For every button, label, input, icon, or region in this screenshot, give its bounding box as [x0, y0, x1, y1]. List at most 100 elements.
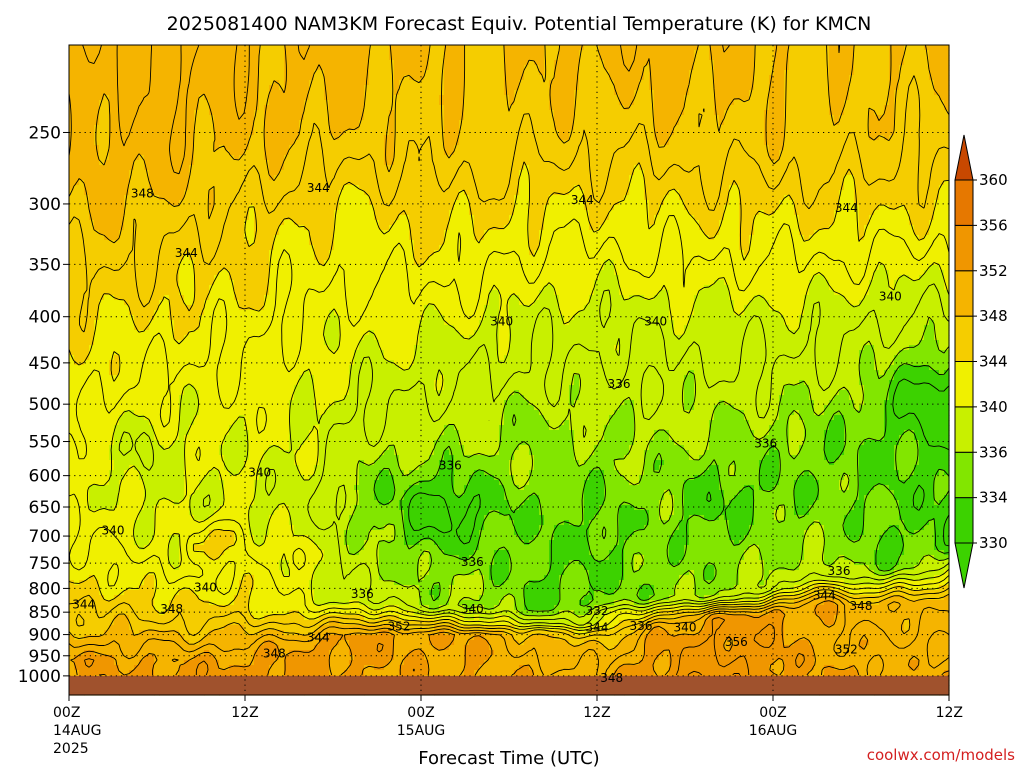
field-cell	[119, 500, 145, 506]
field-cell	[199, 395, 295, 401]
field-cell	[339, 330, 370, 336]
field-cell	[714, 110, 725, 116]
field-cell	[259, 105, 265, 111]
field-cell	[269, 525, 295, 531]
field-cell	[749, 240, 950, 246]
field-cell	[124, 195, 160, 201]
field-cell	[514, 600, 525, 606]
field-cell	[739, 215, 755, 221]
field-cell	[794, 490, 820, 496]
field-cell	[444, 235, 475, 241]
field-cell	[614, 625, 640, 631]
contour-line-350	[68, 44, 950, 676]
field-cell	[459, 125, 555, 131]
field-cell	[709, 430, 755, 436]
field-cell	[239, 300, 265, 306]
field-cell	[439, 595, 450, 601]
field-cell	[859, 460, 895, 466]
field-cell	[399, 465, 420, 471]
field-cell	[914, 565, 950, 571]
field-cell	[454, 200, 470, 206]
y-tick-label: 300	[29, 195, 61, 215]
contour-label: 348	[131, 186, 154, 200]
field-cell	[349, 385, 435, 391]
field-cell	[144, 655, 155, 661]
field-cell	[654, 465, 660, 471]
field-cell	[824, 540, 880, 546]
field-cell	[184, 335, 325, 341]
field-cell	[664, 490, 670, 496]
field-cell	[529, 480, 585, 486]
field-cell	[569, 400, 575, 406]
field-cell	[489, 655, 645, 661]
field-cell	[654, 115, 680, 121]
field-cell	[249, 525, 270, 531]
field-cell	[414, 345, 500, 351]
field-cell	[824, 445, 845, 451]
field-cell	[294, 220, 335, 226]
field-cell	[279, 645, 315, 651]
field-cell	[69, 475, 110, 481]
field-cell	[599, 440, 635, 446]
field-cell	[99, 100, 110, 106]
field-cell	[519, 85, 550, 91]
field-cell	[69, 370, 110, 376]
field-cell	[394, 650, 410, 656]
field-cell	[824, 665, 835, 671]
field-cell	[554, 110, 575, 116]
field-cell	[444, 85, 465, 91]
field-cell	[719, 220, 740, 226]
field-cell	[69, 645, 260, 651]
field-cell	[349, 365, 400, 371]
field-cell	[384, 350, 415, 356]
field-cell	[499, 425, 550, 431]
field-cell	[124, 215, 250, 221]
field-cell	[159, 195, 185, 201]
field-cell	[729, 530, 750, 536]
field-cell	[779, 200, 795, 206]
field-cell	[224, 455, 250, 461]
field-cell	[554, 115, 575, 121]
field-cell	[514, 450, 530, 456]
field-cell	[399, 215, 410, 221]
field-cell	[634, 410, 715, 416]
field-cell	[379, 500, 390, 506]
field-cell	[334, 245, 415, 251]
contour-line-348	[68, 44, 950, 651]
field-cell	[789, 440, 805, 446]
field-cell	[734, 100, 770, 106]
field-cell	[804, 300, 850, 306]
field-cell	[769, 145, 785, 151]
field-cell	[734, 465, 760, 471]
field-cell	[244, 225, 255, 231]
field-cell	[619, 640, 645, 646]
field-cell	[769, 105, 785, 111]
field-cell	[404, 495, 505, 501]
field-cell	[824, 435, 845, 441]
field-cell	[69, 480, 110, 486]
field-cell	[234, 420, 245, 426]
field-cell	[714, 90, 750, 96]
field-cell	[464, 80, 505, 86]
field-cell	[554, 125, 575, 131]
field-cell	[69, 95, 105, 101]
field-cell	[744, 305, 770, 311]
credit-link[interactable]: coolwx.com/models	[867, 746, 1015, 764]
field-cell	[219, 475, 260, 481]
field-cell	[904, 525, 925, 531]
field-cell	[864, 515, 900, 521]
field-cell	[684, 200, 730, 206]
field-cell	[479, 595, 505, 601]
field-cell	[259, 45, 285, 51]
colorbar-label: 340	[979, 398, 1008, 416]
field-cell	[444, 135, 460, 141]
field-cell	[629, 105, 655, 111]
field-cell	[639, 595, 650, 601]
field-cell	[669, 535, 690, 541]
field-cell	[69, 185, 75, 191]
field-cell	[214, 655, 255, 661]
field-cell	[889, 85, 900, 91]
field-cell	[614, 600, 635, 606]
field-cell	[904, 595, 945, 601]
field-cell	[149, 325, 175, 331]
